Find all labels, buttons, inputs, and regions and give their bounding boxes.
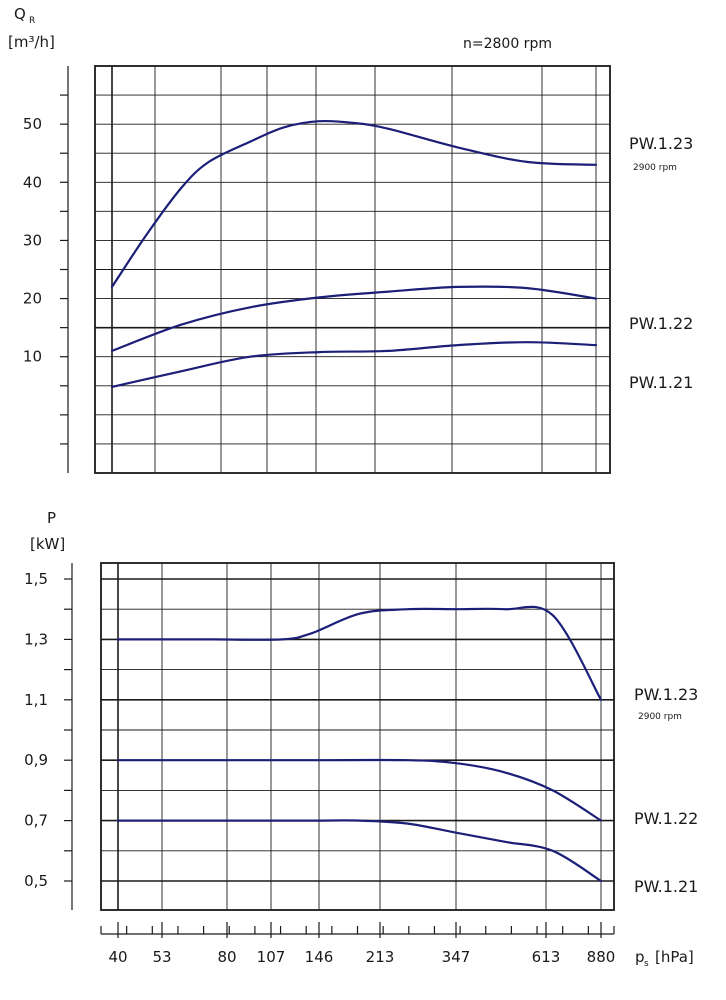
flow-series-label-pw122: PW.1.22 — [629, 314, 693, 333]
power-vertical-grid — [117, 563, 602, 910]
power-y-tick-label: 1,3 — [24, 630, 48, 648]
power-series-label-pw121: PW.1.21 — [634, 877, 698, 896]
flow-y-symbol: Q — [14, 5, 26, 23]
x-axis-ticks — [100, 922, 615, 938]
power-curves — [116, 605, 603, 883]
power-chart: P [kW] 1,5 1,3 1,1 0,9 0,7 0,5 PW.1.23 2900 r… — [24, 509, 698, 969]
flow-y-tick-label: 40 — [23, 173, 42, 191]
flow-y-tick-label: 20 — [23, 290, 42, 308]
x-axis-unit: [hPa] — [655, 948, 694, 966]
flow-y-tick-label: 10 — [23, 348, 42, 366]
flow-y-tick-labels: 50 40 30 20 10 — [23, 115, 42, 366]
power-y-tick-label: 0,5 — [24, 872, 48, 890]
flow-y-ticks — [60, 94, 68, 445]
flow-curve-pw123 — [110, 119, 598, 288]
flow-curve-pw121 — [110, 341, 598, 388]
x-axis-subscript: s — [644, 959, 649, 969]
flow-series-note-pw123: 2900 rpm — [633, 163, 677, 173]
x-axis-symbol: p — [635, 948, 645, 966]
flow-y-tick-label: 30 — [23, 231, 42, 249]
flow-y-tick-label: 50 — [23, 115, 42, 133]
x-tick-label: 80 — [217, 948, 236, 966]
power-y-unit: [kW] — [30, 535, 65, 553]
x-tick-label: 213 — [366, 948, 395, 966]
x-axis-tick-labels: 40 53 80 107 146 213 347 613 880 — [108, 948, 615, 966]
power-y-symbol: P — [47, 509, 56, 527]
speed-label: n=2800 rpm — [463, 36, 552, 52]
power-curve-pw121 — [116, 819, 603, 883]
x-tick-label: 880 — [587, 948, 616, 966]
x-tick-label: 146 — [305, 948, 334, 966]
power-horizontal-grid — [101, 578, 614, 882]
flow-chart: Q R [m³/h] n=2800 rpm 50 40 30 20 10 PW.1.23… — [8, 5, 693, 474]
power-plot-frame — [100, 562, 615, 911]
power-series-label-pw122: PW.1.22 — [634, 809, 698, 828]
power-y-tick-label: 0,7 — [24, 812, 48, 830]
power-y-tick-label: 0,9 — [24, 751, 48, 769]
power-series-label-pw123: PW.1.23 — [634, 685, 698, 704]
x-tick-label: 347 — [442, 948, 471, 966]
x-tick-label: 613 — [532, 948, 561, 966]
x-tick-label: 107 — [257, 948, 286, 966]
flow-series-label-pw123: PW.1.23 — [629, 134, 693, 153]
power-y-tick-labels: 1,5 1,3 1,1 0,9 0,7 0,5 — [24, 570, 48, 890]
power-series-note-pw123: 2900 rpm — [638, 712, 682, 722]
power-y-tick-label: 1,1 — [24, 691, 48, 709]
x-tick-label: 40 — [108, 948, 127, 966]
flow-horizontal-grid — [95, 94, 610, 445]
x-tick-label: 53 — [152, 948, 171, 966]
power-curve-pw122 — [116, 758, 603, 822]
power-curve-pw123 — [116, 605, 603, 701]
power-y-ticks — [64, 578, 72, 882]
flow-curves — [110, 119, 598, 388]
flow-y-unit: [m³/h] — [8, 33, 55, 51]
flow-series-label-pw121: PW.1.21 — [629, 373, 693, 392]
power-y-tick-label: 1,5 — [24, 570, 48, 588]
flow-y-subscript: R — [29, 16, 35, 26]
flow-curve-pw122 — [110, 285, 598, 352]
